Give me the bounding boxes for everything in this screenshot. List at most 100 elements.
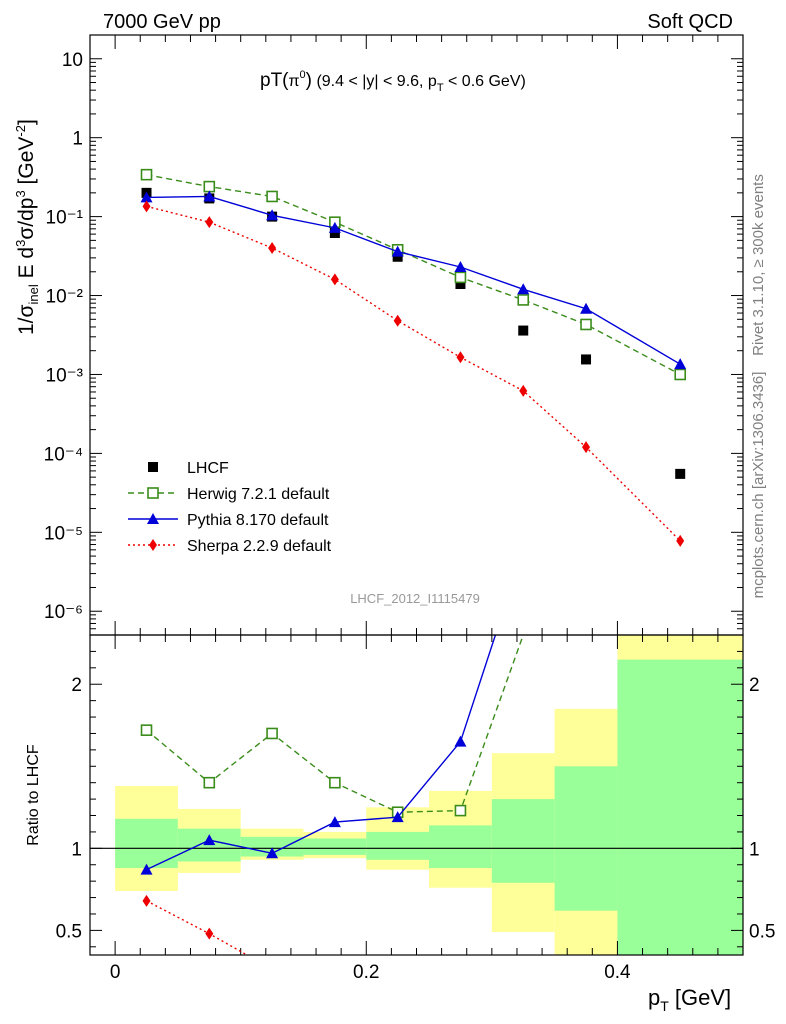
upper-y-tick-label: 10⁻³	[46, 365, 84, 386]
lower-pythia-point	[140, 863, 153, 875]
lower-y-tick-label-right: 0.5	[749, 921, 775, 942]
upper-y-tick-label: 10⁻⁵	[44, 523, 83, 544]
header-right: Soft QCD	[647, 11, 733, 33]
upper-pythia-point	[266, 209, 279, 221]
upper-herwig-point	[203, 180, 216, 193]
upper-sherpa-point	[268, 242, 277, 255]
lower-herwig-point	[454, 804, 467, 817]
lower-series-group	[140, 635, 524, 955]
legend-pythia-marker	[147, 513, 159, 524]
upper-lhcf-point	[455, 279, 466, 290]
source-url-label: mcplots.cern.ch [arXiv:1306.3436]	[750, 372, 767, 599]
x-axis-label: pT [GeV]	[648, 985, 731, 1014]
rivet-version-label: Rivet 3.1.10, ≥ 300k events	[750, 174, 767, 356]
upper-herwig-point	[674, 368, 687, 381]
upper-y-tick-label: 10⁻²	[46, 287, 84, 308]
upper-lhcf-point	[392, 251, 403, 262]
lower-series	[142, 894, 248, 955]
lower-sherpa-point	[205, 927, 214, 940]
band-green	[429, 825, 492, 869]
legend-herwig-label: Herwig 7.2.1 default	[187, 486, 330, 503]
upper-pythia-point	[454, 260, 467, 272]
legend: LHCF Herwig 7.2.1 default Pythia 8.170 def…	[128, 460, 332, 555]
upper-y-tick-label: 10⁻⁴	[44, 444, 83, 465]
upper-pythia-point	[391, 245, 404, 257]
upper-herwig-point	[580, 318, 592, 331]
upper-herwig-line	[146, 173, 681, 376]
lower-pythia-point	[454, 735, 467, 747]
upper-sherpa-point	[393, 314, 402, 327]
upper-y-tick-label: 1	[72, 129, 83, 150]
lower-y-axis-label: Ratio to LHCF	[25, 744, 42, 846]
plot-title: pT(π0) (9.4 < |y| < 9.6, pT < 0.6 GeV)	[260, 69, 526, 94]
lower-series	[140, 635, 497, 875]
legend-pythia-label: Pythia 8.170 default	[187, 512, 329, 529]
legend-sherpa-label: Sherpa 2.2.9 default	[187, 538, 332, 555]
upper-herwig-point	[266, 190, 278, 203]
upper-sherpa-point	[582, 441, 591, 454]
upper-pythia-point	[580, 302, 593, 314]
band-green	[366, 831, 430, 860]
lower-herwig-point	[266, 727, 278, 740]
lower-y-tick-label-right: 2	[749, 675, 760, 696]
lower-y-tick-label-left: 1	[71, 839, 82, 860]
upper-sherpa-point	[676, 534, 685, 547]
x-tick-label: 0.4	[604, 962, 631, 983]
band-green	[303, 838, 367, 855]
band-green	[115, 818, 178, 869]
upper-series	[140, 190, 687, 370]
band-green	[617, 659, 743, 955]
upper-sherpa-point	[205, 216, 214, 229]
lower-herwig-point	[140, 724, 153, 736]
upper-lhcf-point	[518, 325, 529, 336]
upper-herwig-point	[454, 271, 467, 284]
lower-y-tick-label-right: 1	[749, 839, 760, 860]
lower-pythia-point	[266, 847, 279, 859]
uncertainty-bands	[115, 635, 743, 955]
upper-herwig-point	[517, 294, 530, 306]
upper-sherpa-point	[142, 200, 151, 213]
upper-pythia-point	[328, 221, 341, 233]
upper-pythia-point	[140, 191, 153, 203]
legend-lhcf-marker	[148, 462, 158, 472]
lower-herwig-point	[203, 776, 216, 789]
upper-lhcf-point	[675, 468, 686, 479]
upper-pythia-point	[203, 190, 216, 202]
series-layer	[140, 168, 687, 955]
lower-sherpa-point	[142, 894, 151, 907]
lower-pythia-point	[203, 834, 216, 846]
upper-lhcf-point	[581, 354, 592, 365]
band-green	[240, 836, 304, 857]
upper-y-tick-label: 10	[62, 50, 83, 71]
x-tick-label: 0.2	[353, 962, 379, 983]
band-green	[491, 799, 555, 883]
upper-y-tick-label: 10⁻¹	[46, 208, 84, 229]
upper-pythia-point	[674, 358, 687, 370]
lower-panel-frame	[89, 634, 744, 956]
legend-sherpa-marker	[149, 539, 157, 551]
analysis-id-label: LHCF_2012_I1115479	[350, 591, 480, 606]
header-left: 7000 GeV pp	[103, 11, 221, 33]
upper-series	[141, 187, 686, 479]
upper-sherpa-point	[456, 351, 465, 364]
band-green	[554, 766, 618, 911]
lower-sherpa-line	[146, 900, 248, 955]
lower-y-tick-label-left: 0.5	[56, 921, 82, 942]
lower-pythia-point	[328, 816, 341, 828]
x-tick-label: 0	[110, 962, 121, 983]
lower-y-tick-label-left: 2	[71, 675, 82, 696]
upper-series	[142, 200, 685, 547]
lower-pythia-point	[391, 811, 404, 823]
legend-herwig-marker	[147, 487, 159, 499]
upper-y-axis-label: 1/σinel E d3σ/dp3 [GeV-2]	[13, 119, 41, 335]
upper-pythia-point	[517, 283, 530, 295]
upper-sherpa-point	[519, 384, 528, 397]
legend-lhcf-label: LHCF	[187, 460, 229, 477]
upper-pythia-line	[146, 195, 681, 365]
lower-herwig-point	[329, 776, 341, 789]
upper-y-tick-label: 10⁻⁶	[44, 602, 83, 623]
upper-lhcf-point	[329, 227, 340, 238]
upper-herwig-point	[140, 168, 153, 181]
upper-sherpa-point	[330, 273, 339, 286]
